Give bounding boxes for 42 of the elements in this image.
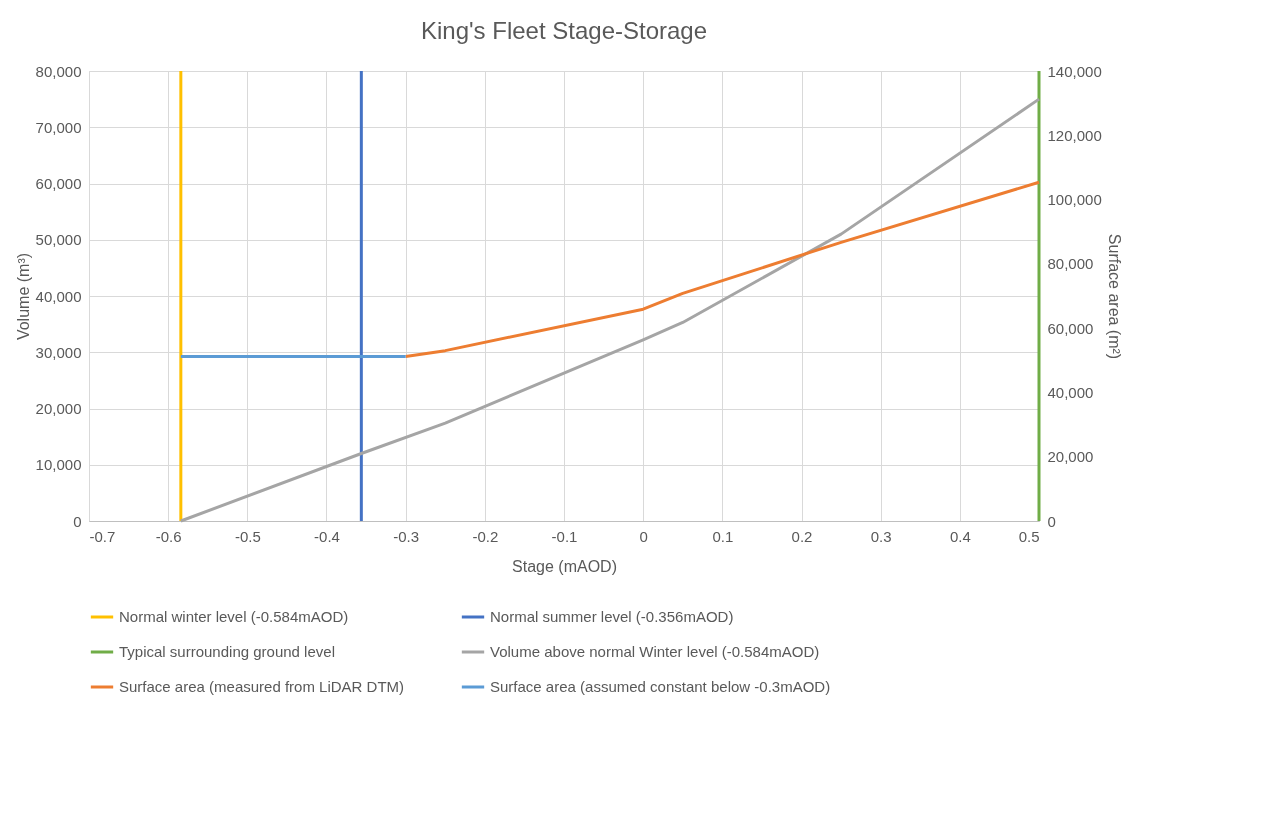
- y-axis-title: Volume (m³): [14, 252, 32, 341]
- y2-axis-title: Surface area (m²): [1105, 233, 1123, 360]
- x-tick-label: -0.1: [551, 527, 578, 545]
- y2-tick-label: 40,000: [1047, 383, 1094, 401]
- y-tick-label: 20,000: [35, 400, 82, 417]
- x-tick-label: 0.2: [791, 527, 813, 545]
- x-tick-label: -0.3: [393, 527, 420, 545]
- chart-title: King's Fleet Stage-Storage: [420, 17, 708, 44]
- y2-tick-label: 100,000: [1047, 191, 1102, 209]
- line-series: [404, 180, 1041, 358]
- legend-label: Surface area (assumed constant below -0.3mAOD): [490, 678, 831, 695]
- y-tick-label: 80,000: [35, 62, 82, 80]
- y-tick-label: 50,000: [35, 231, 82, 249]
- y2-tick-label: 80,000: [1047, 255, 1094, 273]
- y-tick-label: 0: [73, 512, 82, 530]
- y-tick-label: 10,000: [35, 456, 82, 474]
- x-tick-label: 0.1: [712, 527, 734, 545]
- x-axis-title: Stage (mAOD): [512, 557, 617, 575]
- x-tick-label: 0.3: [870, 527, 892, 545]
- legend-label: Surface area (measured from LiDAR DTM): [119, 678, 405, 695]
- x-tick-label: -0.7: [89, 527, 116, 545]
- y-tick-label: 30,000: [35, 343, 82, 361]
- x-tick-label: 0: [639, 527, 648, 545]
- x-tick-label: -0.4: [314, 527, 340, 545]
- legend-label: Normal summer level (-0.356mAOD): [490, 608, 734, 625]
- x-tick-label: 0.5: [1018, 527, 1040, 545]
- x-tick-label: -0.2: [472, 527, 499, 545]
- x-tick-label: 0.4: [949, 527, 971, 545]
- y2-tick-label: 120,000: [1047, 126, 1102, 144]
- legend-label: Typical surrounding ground level: [119, 643, 335, 660]
- y-tick-label: 70,000: [35, 118, 82, 136]
- x-tick-label: -0.5: [234, 527, 261, 545]
- line-series: [179, 97, 1041, 523]
- legend-label: Volume above normal Winter level (-0.584mAOD): [490, 643, 820, 660]
- x-tick-label: -0.6: [155, 527, 182, 545]
- y2-tick-label: 140,000: [1047, 62, 1102, 80]
- legend-label: Normal winter level (-0.584mAOD): [119, 608, 349, 625]
- y2-tick-label: 0: [1047, 512, 1056, 530]
- y-tick-label: 60,000: [35, 175, 82, 192]
- y2-tick-label: 60,000: [1047, 319, 1094, 337]
- y2-tick-label: 20,000: [1047, 448, 1094, 466]
- y-tick-label: 40,000: [35, 287, 82, 305]
